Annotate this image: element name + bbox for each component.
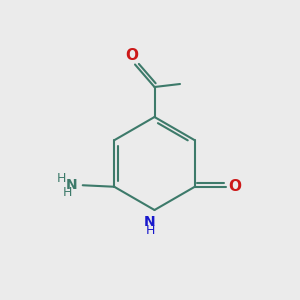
Text: N: N: [144, 214, 156, 229]
Text: O: O: [125, 48, 139, 63]
Text: H: H: [57, 172, 66, 185]
Text: O: O: [229, 179, 242, 194]
Text: H: H: [63, 186, 72, 199]
Text: H: H: [145, 224, 155, 236]
Text: N: N: [65, 178, 77, 192]
